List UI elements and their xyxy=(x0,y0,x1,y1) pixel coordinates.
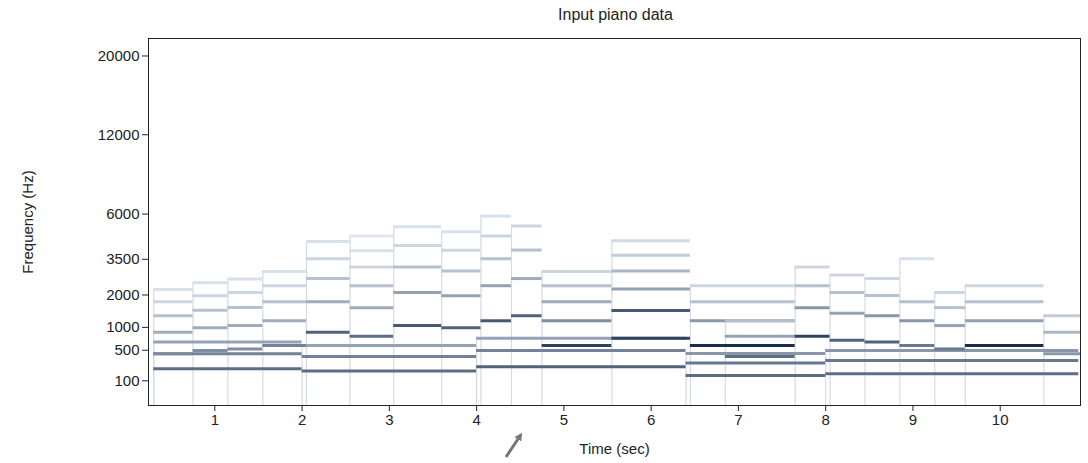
svg-text:100: 100 xyxy=(114,372,139,389)
svg-text:3500: 3500 xyxy=(106,250,139,267)
svg-text:10: 10 xyxy=(992,411,1009,428)
svg-text:6: 6 xyxy=(647,411,655,428)
svg-text:1000: 1000 xyxy=(106,318,139,335)
svg-text:3: 3 xyxy=(385,411,393,428)
svg-text:Frequency (Hz): Frequency (Hz) xyxy=(19,170,36,273)
html-text:Input piano data: Input piano data xyxy=(558,6,673,23)
svg-text:Time (sec): Time (sec) xyxy=(579,440,649,457)
svg-text:9: 9 xyxy=(909,411,917,428)
svg-text:8: 8 xyxy=(822,411,830,428)
svg-text:500: 500 xyxy=(114,341,139,358)
svg-text:6000: 6000 xyxy=(106,205,139,222)
svg-text:5: 5 xyxy=(560,411,568,428)
svg-text:7: 7 xyxy=(734,411,742,428)
svg-text:4: 4 xyxy=(472,411,480,428)
svg-text:2: 2 xyxy=(298,411,306,428)
svg-text:1: 1 xyxy=(211,411,219,428)
svg-text:12000: 12000 xyxy=(98,126,140,143)
svg-text:20000: 20000 xyxy=(98,47,140,64)
svg-text:2000: 2000 xyxy=(106,286,139,303)
